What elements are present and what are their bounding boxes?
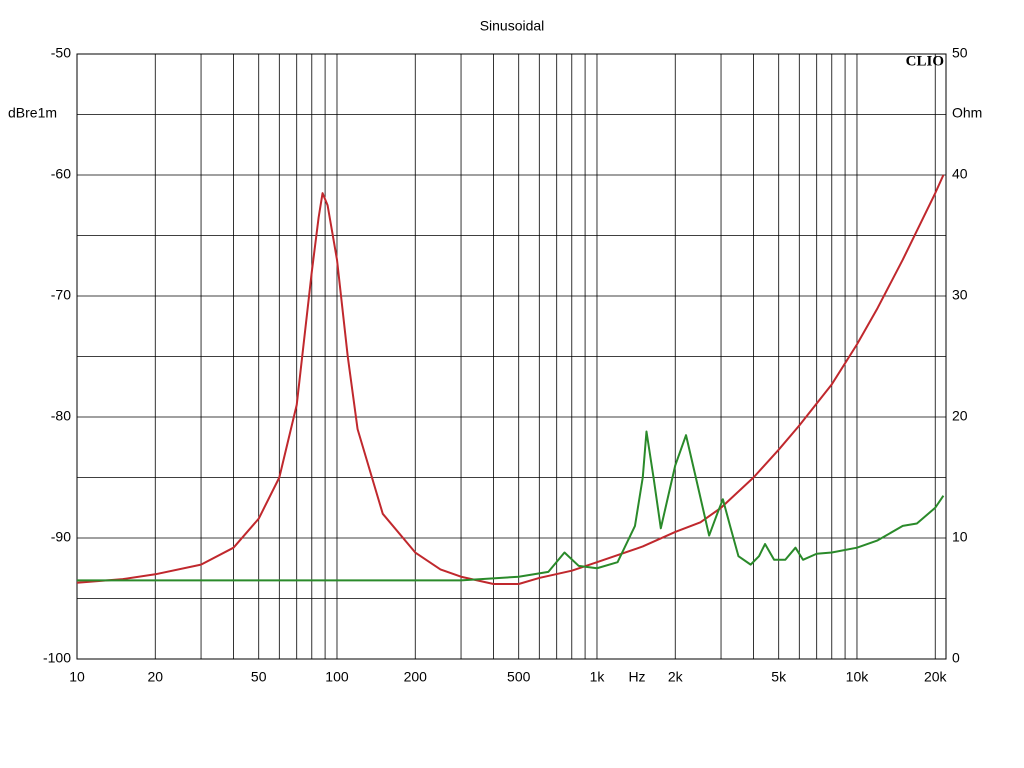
y-axis-label: dBre1m xyxy=(8,105,57,121)
logo: CLIO xyxy=(906,53,944,69)
y2-tick-label: 0 xyxy=(952,650,960,666)
y-tick-label: -60 xyxy=(51,166,71,182)
y-tick-label: -80 xyxy=(51,408,71,424)
data-line xyxy=(76,174,945,585)
y2-tick-label: 20 xyxy=(952,408,968,424)
x-tick-label: 5k xyxy=(771,669,787,685)
x-tick-label: 1k xyxy=(590,669,606,685)
x-tick-label: 20 xyxy=(147,669,163,685)
y-tick-label: -90 xyxy=(51,529,71,545)
x-unit-label: Hz xyxy=(628,669,645,685)
plot-frame xyxy=(76,53,947,660)
x-tick-label: 20k xyxy=(924,669,948,685)
x-tick-label: 2k xyxy=(668,669,684,685)
y2-tick-label: 30 xyxy=(952,287,968,303)
data-line xyxy=(77,430,945,582)
y-tick-label: -100 xyxy=(43,650,71,666)
y-tick-label: -50 xyxy=(51,45,71,61)
x-tick-label: 10 xyxy=(69,669,85,685)
y2-tick-label: 50 xyxy=(952,45,968,61)
chart-title: Sinusoidal xyxy=(480,18,545,34)
x-tick-label: 200 xyxy=(404,669,428,685)
y2-tick-label: 40 xyxy=(952,166,968,182)
x-tick-label: 50 xyxy=(251,669,267,685)
x-tick-label: 10k xyxy=(846,669,870,685)
x-tick-label: 500 xyxy=(507,669,531,685)
y-tick-label: -70 xyxy=(51,287,71,303)
x-tick-label: 100 xyxy=(325,669,349,685)
y2-tick-label: 10 xyxy=(952,529,968,545)
y2-axis-label: Ohm xyxy=(952,105,982,121)
